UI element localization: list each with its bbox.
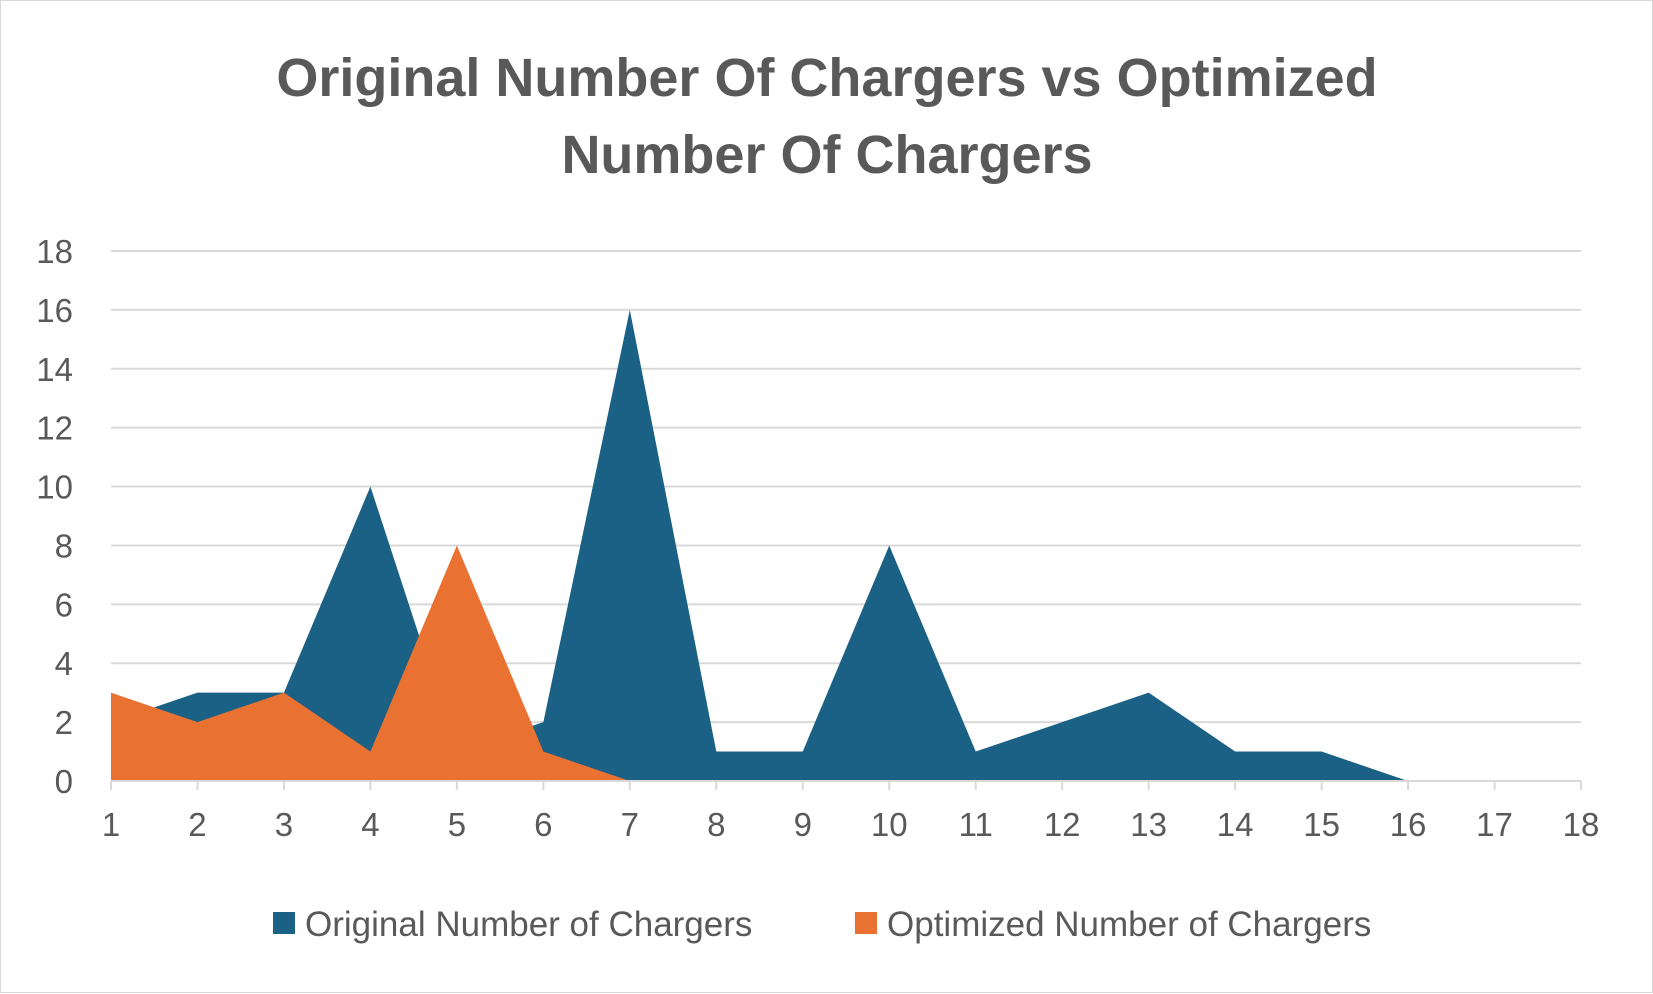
legend-swatch-2 (855, 912, 877, 934)
y-tick-label: 0 (55, 763, 73, 800)
legend-label-1: Original Number of Chargers (305, 905, 752, 944)
x-tick-label: 17 (1476, 806, 1513, 843)
y-tick-label: 10 (36, 469, 73, 506)
y-tick-label: 16 (36, 292, 73, 329)
x-tick-label: 11 (959, 806, 993, 843)
chart-title-line-1: Original Number Of Chargers vs Optimized (276, 48, 1377, 108)
x-tick-label: 9 (794, 806, 812, 843)
y-tick-label: 6 (55, 586, 73, 623)
x-tick-label: 18 (1563, 806, 1600, 843)
y-tick-label: 8 (55, 527, 73, 564)
area-series-2 (111, 545, 1581, 781)
chart-title-line-2: Number Of Chargers (561, 125, 1092, 185)
x-tick-label: 10 (871, 806, 908, 843)
x-tick-label: 13 (1130, 806, 1167, 843)
x-tick-label: 14 (1217, 806, 1254, 843)
x-tick-label: 15 (1303, 806, 1340, 843)
x-tick-label: 8 (707, 806, 725, 843)
area-series (111, 309, 1581, 781)
y-tick-label: 2 (55, 704, 73, 741)
y-tick-label: 14 (36, 351, 73, 388)
legend-label-2: Optimized Number of Chargers (887, 905, 1371, 944)
x-tick-label: 3 (275, 806, 293, 843)
x-tick-label: 2 (188, 806, 206, 843)
x-tick-label: 12 (1044, 806, 1081, 843)
chart-title: Original Number Of Chargers vs Optimized… (276, 48, 1377, 185)
legend: Original Number of Chargers Optimized Num… (273, 905, 1371, 944)
y-tick-label: 4 (55, 645, 73, 682)
x-tick-label: 16 (1390, 806, 1427, 843)
legend-swatch-1 (273, 912, 295, 934)
x-tick-label: 6 (534, 806, 552, 843)
y-tick-label: 18 (36, 233, 73, 270)
x-tick-label: 4 (361, 806, 379, 843)
x-tick-label: 7 (621, 806, 639, 843)
x-tick-label: 1 (102, 806, 120, 843)
x-tick-label: 5 (448, 806, 466, 843)
y-tick-label: 12 (36, 410, 73, 447)
